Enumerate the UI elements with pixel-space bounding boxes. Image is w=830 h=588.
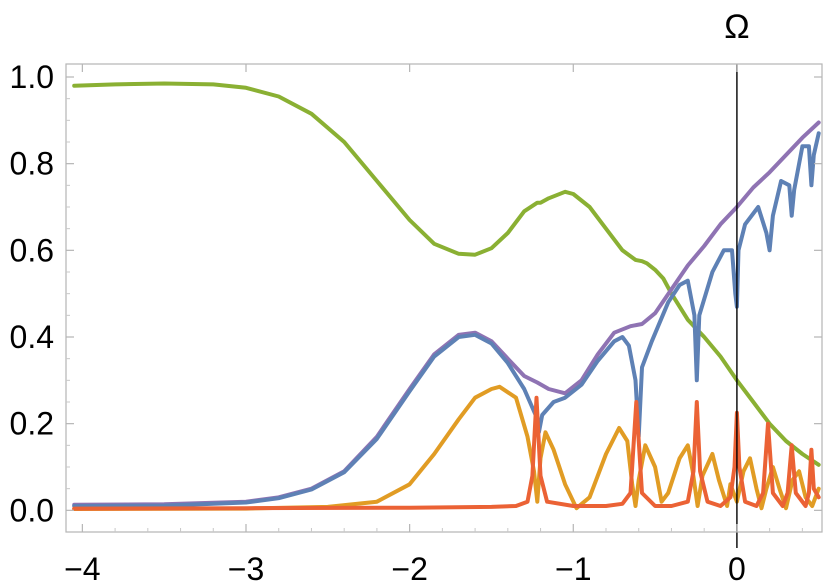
y-tick-label: 0.0: [10, 492, 54, 528]
x-tick-label: −2: [391, 551, 427, 587]
series-line-5: [72, 395, 821, 511]
y-tick-label: 0.4: [10, 319, 54, 355]
series-line-3: [72, 131, 821, 508]
frame-box: [65, 63, 823, 533]
y-tick-label: 1.0: [10, 59, 54, 95]
x-tick-label: −1: [555, 551, 591, 587]
y-tick-label: 0.2: [10, 406, 54, 442]
y-tick-label: 0.8: [10, 146, 54, 182]
series-line-4: [72, 384, 821, 511]
x-tick-label: −4: [64, 551, 100, 587]
y-tick-label: 0.6: [10, 232, 54, 268]
series-layer: [72, 81, 821, 511]
omega-label: Ω: [724, 8, 749, 46]
plot-frame: [65, 63, 823, 533]
series-line-2: [72, 120, 821, 507]
series-line-1: [72, 81, 821, 467]
omega-line-layer: Ω: [724, 8, 750, 548]
y-axis-ticks: 0.0 0.2 0.4 0.6 0.8 1.0: [10, 59, 822, 528]
x-tick-label: 0: [728, 551, 746, 587]
x-tick-label: −3: [228, 551, 264, 587]
x-axis-ticks: −4 −3 −2 −1 0: [64, 64, 803, 587]
